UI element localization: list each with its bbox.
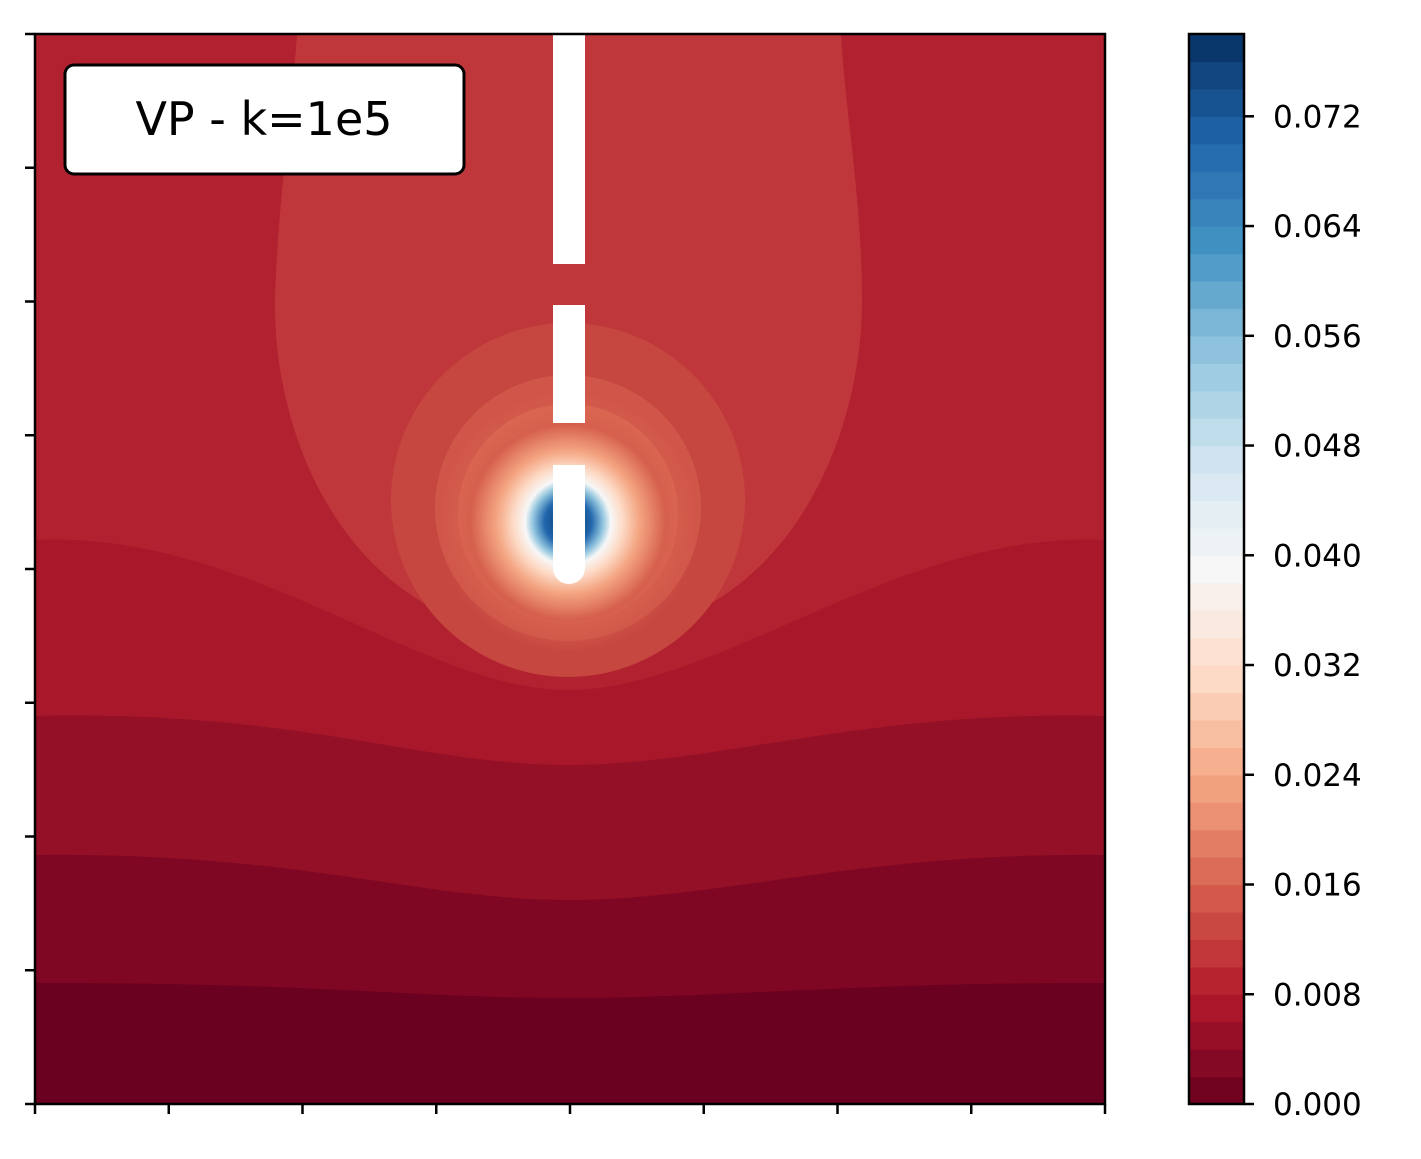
colorbar-ticks: 0.000 0.008 0.016 0.024 0.032 0.040 0.048 0.056… [1244, 99, 1362, 1123]
title-box-frame [63, 63, 466, 176]
colorbar-tick-label: 0.016 [1273, 868, 1362, 904]
colorbar-level [1189, 857, 1244, 886]
crack-segment-3 [553, 465, 585, 568]
colorbar-tick-label: 0.032 [1273, 648, 1362, 684]
colorbar-level [1189, 692, 1244, 721]
colorbar-level [1189, 1076, 1244, 1105]
colorbar-level [1189, 939, 1244, 968]
y-ticks [25, 32, 35, 1106]
colorbar-level [1189, 527, 1244, 556]
colorbar-level [1189, 253, 1244, 282]
colorbar-tick-label: 0.064 [1273, 209, 1362, 245]
colorbar-level [1189, 665, 1244, 694]
colorbar-level [1189, 994, 1244, 1023]
crack-segment-2 [553, 305, 585, 423]
chart-title: VP - k=1e5 [135, 92, 392, 146]
colorbar-tick-label: 0.072 [1273, 99, 1362, 135]
colorbar-level [1189, 88, 1244, 117]
colorbar-level [1189, 829, 1244, 858]
colorbar-level [1189, 610, 1244, 639]
colorbar-level [1189, 500, 1244, 529]
colorbar: 0.000 0.008 0.016 0.024 0.032 0.040 0.048 0.056… [1187, 32, 1362, 1123]
colorbar-level [1189, 747, 1244, 776]
colorbar-level [1189, 61, 1244, 90]
colorbar-level [1189, 418, 1244, 447]
colorbar-level [1189, 911, 1244, 940]
colorbar-level [1189, 34, 1244, 63]
colorbar-level [1189, 555, 1244, 584]
contour-plot-area [35, 34, 1105, 1104]
colorbar-level [1189, 719, 1244, 748]
x-ticks [33, 1104, 1107, 1114]
colorbar-level [1189, 802, 1244, 831]
colorbar-level [1189, 390, 1244, 419]
colorbar-level [1189, 472, 1244, 502]
colorbar-level [1189, 1021, 1244, 1050]
colorbar-level [1189, 335, 1244, 364]
title-box: VP - k=1e5 [63, 63, 466, 176]
crack-segment-1 [553, 34, 585, 264]
contour-band-bottom-1 [35, 982, 1105, 1104]
colorbar-level [1189, 884, 1244, 913]
colorbar-tick-label: 0.000 [1273, 1087, 1362, 1123]
colorbar-level [1189, 363, 1244, 392]
colorbar-level [1189, 637, 1244, 666]
colorbar-level [1189, 1049, 1244, 1078]
colorbar-tick-label: 0.040 [1273, 538, 1362, 574]
colorbar-level [1189, 280, 1244, 309]
colorbar-level [1189, 226, 1244, 255]
colorbar-level [1189, 116, 1244, 145]
colorbar-tick-label: 0.024 [1273, 758, 1362, 794]
colorbar-tick-label: 0.048 [1273, 429, 1362, 465]
colorbar-tick-label: 0.056 [1273, 319, 1362, 355]
colorbar-frame [1187, 32, 1246, 1106]
colorbar-level [1189, 171, 1244, 200]
crack-tip [553, 552, 585, 584]
colorbar-level [1189, 198, 1244, 227]
colorbar-level [1189, 308, 1244, 337]
colorbar-level [1189, 445, 1244, 474]
colorbar-level [1189, 582, 1244, 611]
colorbar-tick-label: 0.008 [1273, 977, 1362, 1013]
colorbar-level [1189, 966, 1244, 995]
colorbar-level [1189, 774, 1244, 803]
colorbar-levels [1189, 34, 1244, 1105]
colorbar-level [1189, 143, 1244, 172]
